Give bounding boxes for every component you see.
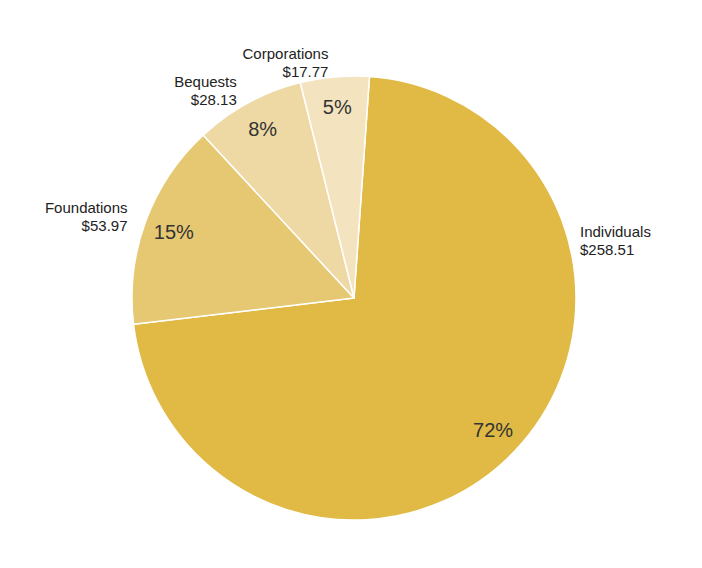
svg-text:72%: 72% <box>473 419 513 441</box>
svg-text:$258.51: $258.51 <box>580 241 634 258</box>
svg-text:Corporations: Corporations <box>243 45 329 62</box>
svg-text:Bequests: Bequests <box>174 73 237 90</box>
svg-text:$28.13: $28.13 <box>191 91 237 108</box>
svg-text:$53.97: $53.97 <box>82 217 128 234</box>
svg-text:Individuals: Individuals <box>580 223 651 240</box>
svg-text:5%: 5% <box>323 96 352 118</box>
svg-text:15%: 15% <box>154 221 194 243</box>
svg-text:8%: 8% <box>248 118 277 140</box>
svg-text:$17.77: $17.77 <box>283 63 329 80</box>
svg-text:Foundations: Foundations <box>45 199 128 216</box>
